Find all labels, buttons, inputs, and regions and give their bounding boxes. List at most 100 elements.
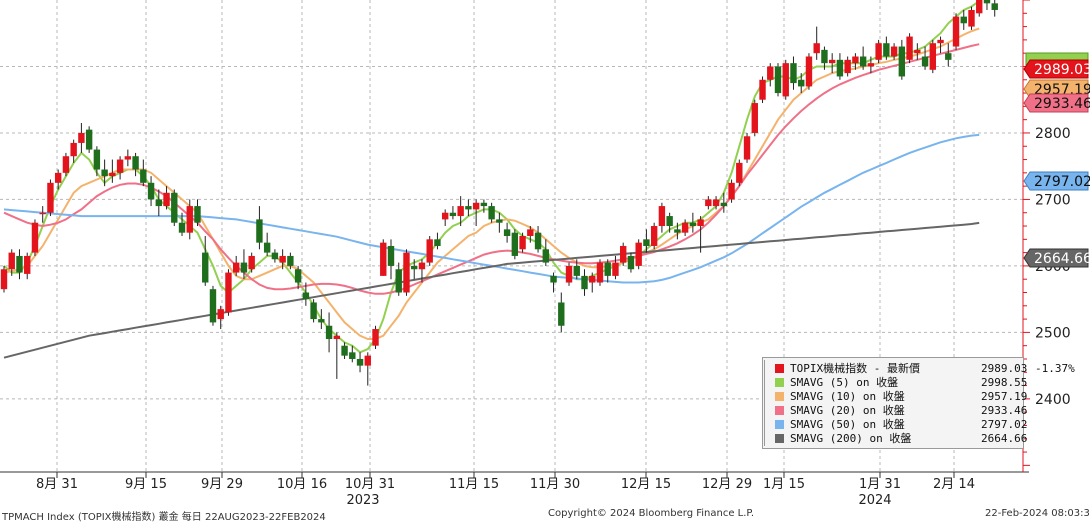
candle [171,189,178,227]
candle [356,352,364,373]
candle [233,255,240,276]
candle-body [620,245,627,263]
candle-body [635,242,642,266]
candle [186,199,193,240]
candle-body [867,63,875,67]
legend-swatch-sma20 [775,406,784,415]
legend-swatch-sma10 [775,392,784,401]
candle [821,46,828,70]
chart-legend[interactable]: TOPIX機械指数 - 最新價 2989.03 -1.37% SMAVG (5)… [762,357,1075,449]
candle-body [643,239,650,246]
candle [333,332,341,379]
candle-body [650,226,658,246]
candle [387,239,395,280]
candle-body [209,289,217,323]
candle-body [890,46,898,57]
candle-body [395,269,402,293]
candle-body [380,242,387,276]
legend-value: 2998.55 [981,376,1028,389]
candle [271,249,279,263]
legend-drag-handle[interactable] [764,360,771,446]
candle-body [325,325,333,340]
candle-body [364,355,371,366]
candle-body [968,9,975,27]
candle-body [194,206,201,223]
candle-body [705,199,712,207]
candle-body [132,156,139,170]
candle-body [914,49,921,54]
candle [542,239,549,266]
footer-ticker-info: TPMACH Index (TOPIX機械指数) 叢金 每日 22AUG2023… [2,512,326,523]
legend-swatch-sma5 [775,378,784,387]
candle [310,299,317,323]
candle-body [217,309,224,320]
candle-body [263,242,271,253]
candle [457,196,464,227]
candle-body [666,216,673,227]
candle-body [16,255,23,273]
candle-body [271,252,279,260]
price-tag-shape [1023,248,1089,268]
candle-body [821,49,828,64]
candle-body [248,255,255,270]
legend-swatch-sma200 [775,434,784,443]
candle-body [828,59,836,64]
candle-body [550,275,557,283]
candle [248,252,255,273]
candle-body [929,43,936,70]
candle [380,239,387,276]
candle [983,0,991,10]
legend-label: SMAVG (10) on 收盤 [790,390,905,403]
price-tag-shape [1023,59,1089,79]
candle [635,239,642,270]
candle-body [852,56,859,64]
legend-change: -1.37% [1035,362,1075,375]
candle-body [689,222,697,227]
candle-body [496,219,503,223]
candle-body [426,239,433,263]
candle [798,73,805,94]
candle-body [101,169,108,177]
candle [681,219,689,236]
candle-body [519,236,526,250]
candle-body [627,255,635,270]
candle [852,53,859,70]
candle [581,269,588,296]
candle-body [279,255,286,263]
x-tick-label: 9月 29 [201,477,243,492]
y-tick-label: 2400 [1035,392,1071,408]
candle-body [333,335,341,340]
candle [705,196,712,210]
candle [496,212,503,233]
candle [8,249,15,276]
candle [914,43,921,60]
candle-body [751,103,758,133]
ma-line-3 [3,43,980,295]
candle-body [356,358,364,366]
candle-body [658,206,666,227]
candle [666,212,673,233]
candle-body [457,206,464,217]
ma-line-5 [3,221,980,359]
candle-body [813,43,820,54]
candle [736,159,743,187]
candle-body [875,43,882,60]
candle [279,249,286,270]
legend-label: SMAVG (20) on 收盤 [790,404,905,417]
candle [751,99,758,137]
candle [968,6,975,30]
candle [349,345,356,363]
candle [140,159,147,187]
x-tick-label: 1月 15 [763,477,805,492]
x-year-label: 2024 [858,493,891,508]
candle [341,342,348,359]
candle [743,132,751,163]
legend-swatch-sma50 [775,420,784,429]
price-tag: 2664.66 [1023,248,1090,268]
candle-body [697,219,704,227]
candle-body [937,39,944,44]
legend-value: 2797.02 [981,418,1028,431]
candle [767,63,774,87]
candle-body [124,156,132,160]
